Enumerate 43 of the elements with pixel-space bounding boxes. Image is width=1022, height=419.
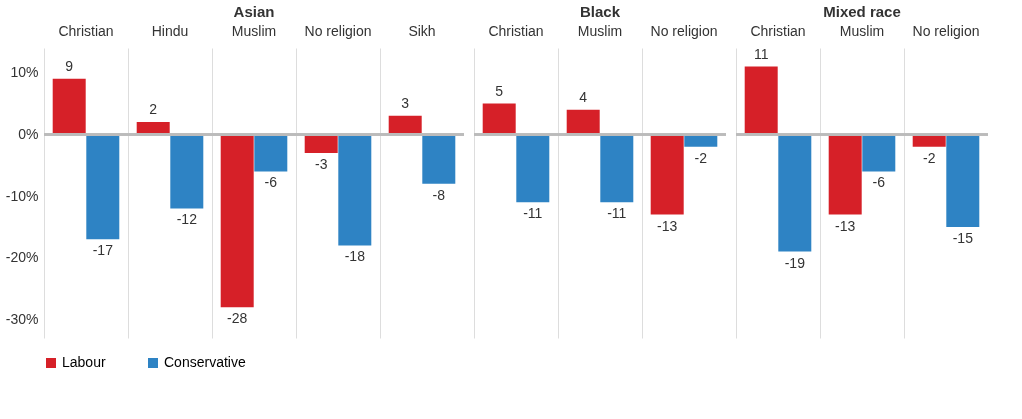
x-tick-label: No religion xyxy=(650,22,718,39)
x-tick-label: Hindu xyxy=(151,22,189,39)
data-label: 5 xyxy=(495,82,504,99)
data-label: 2 xyxy=(149,101,158,118)
data-label: -2 xyxy=(922,149,936,166)
data-label: -13 xyxy=(835,217,856,234)
x-tick-label: Christian xyxy=(58,22,114,39)
data-label: -2 xyxy=(694,149,708,166)
data-label: -3 xyxy=(314,155,328,172)
data-label: 4 xyxy=(579,88,588,105)
x-tick-label: Muslim xyxy=(577,22,623,39)
chart-title: Mixed race xyxy=(823,3,901,20)
data-label: -6 xyxy=(264,174,278,191)
y-tick-label: -10% xyxy=(5,187,39,204)
chart-title: Black xyxy=(579,3,621,20)
data-label: -8 xyxy=(432,186,446,203)
x-tick-label: No religion xyxy=(304,22,372,39)
x-tick-label: Christian xyxy=(488,22,544,39)
data-label: 9 xyxy=(65,57,74,74)
y-tick-label: -20% xyxy=(5,249,39,266)
legend-label: Conservative xyxy=(164,354,246,370)
data-label: -18 xyxy=(344,248,366,265)
legend-label: Labour xyxy=(62,354,106,370)
x-tick-label: Muslim xyxy=(839,22,885,39)
y-tick-label: 0% xyxy=(18,125,39,142)
chart-title: Asian xyxy=(233,3,275,20)
data-label: 11 xyxy=(753,45,769,62)
x-tick-label: Sikh xyxy=(408,22,436,39)
y-tick-label: 10% xyxy=(10,64,39,81)
x-tick-label: Christian xyxy=(750,22,806,39)
data-label: -13 xyxy=(657,217,678,234)
data-label: -19 xyxy=(784,254,806,271)
y-tick-label: -30% xyxy=(5,310,39,327)
data-label: -11 xyxy=(607,205,627,222)
data-label: -28 xyxy=(227,310,248,327)
data-label: -12 xyxy=(176,211,198,228)
data-label: -17 xyxy=(92,242,114,259)
x-tick-label: No religion xyxy=(912,22,980,39)
data-label: 3 xyxy=(401,94,410,111)
data-label: -11 xyxy=(523,205,543,222)
x-tick-label: Muslim xyxy=(231,22,277,39)
data-label: -15 xyxy=(952,229,974,246)
data-label: -6 xyxy=(872,174,886,191)
